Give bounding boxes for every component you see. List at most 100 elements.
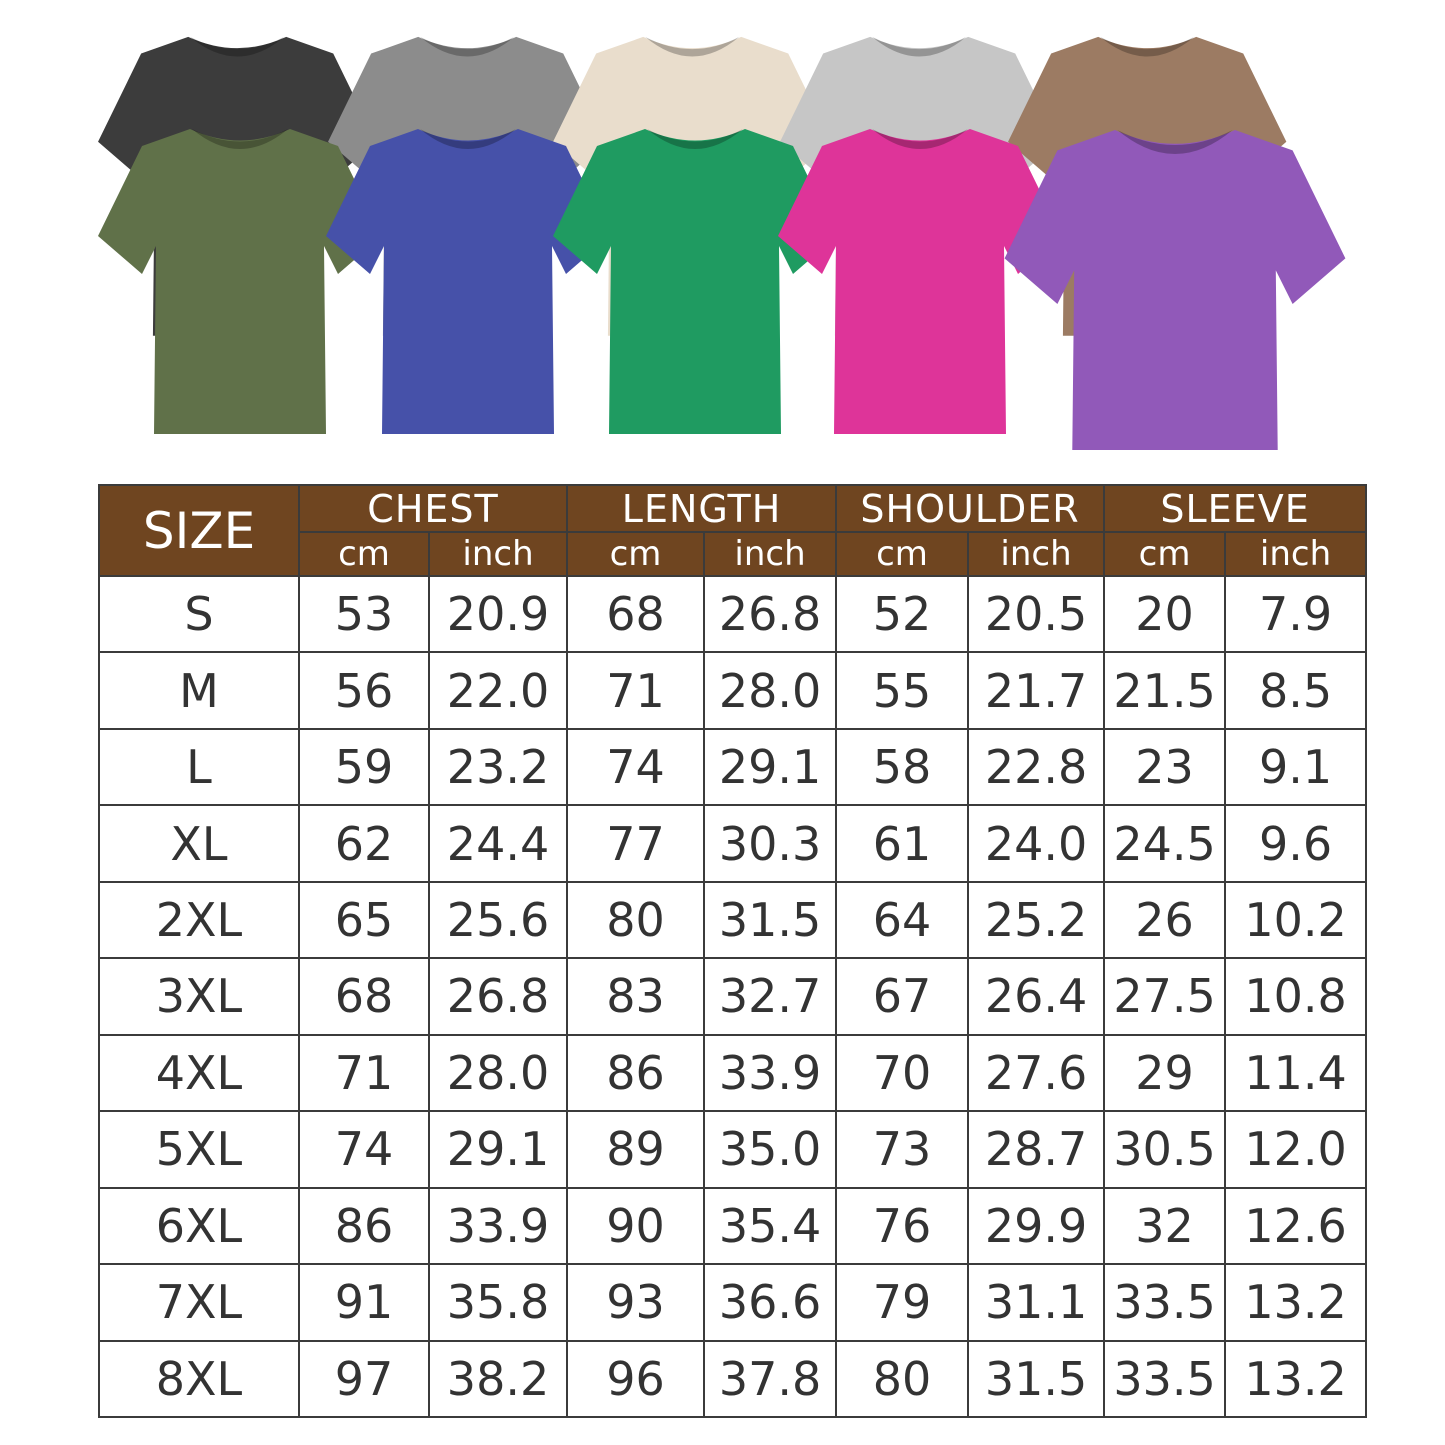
measurement-cell: 26 bbox=[1103, 880, 1227, 960]
measurement-cell: 27.6 bbox=[967, 1033, 1106, 1113]
size-cell: M bbox=[98, 651, 300, 730]
measurement-cell: 67 bbox=[835, 957, 970, 1036]
tshirt-collar bbox=[190, 36, 285, 57]
size-cell: 2XL bbox=[98, 880, 300, 960]
size-cell: 6XL bbox=[98, 1186, 300, 1266]
size-cell: S bbox=[98, 574, 300, 654]
measurement-cell: 22.0 bbox=[427, 651, 569, 730]
measurement-cell: 37.8 bbox=[703, 1339, 838, 1419]
measurement-cell: 23 bbox=[1103, 727, 1227, 807]
measurement-cell: 71 bbox=[298, 1033, 430, 1113]
measurement-cell: 93 bbox=[566, 1263, 706, 1342]
measurement-cell: 35.0 bbox=[703, 1110, 838, 1189]
measurement-cell: 20.9 bbox=[427, 574, 569, 654]
measurement-cell: 68 bbox=[566, 574, 706, 654]
measurement-cell: 62 bbox=[298, 804, 430, 883]
measurement-cell: 86 bbox=[566, 1033, 706, 1113]
measurement-cell: 36.6 bbox=[703, 1263, 838, 1342]
measurement-cell: 10.8 bbox=[1224, 957, 1368, 1036]
header-row-units: cm inch cm inch cm inch cm inch bbox=[99, 531, 1368, 577]
measurement-cell: 56 bbox=[298, 651, 430, 730]
measurement-cell: 33.5 bbox=[1103, 1263, 1227, 1342]
unit-cm: cm bbox=[566, 531, 706, 577]
tshirt-collar bbox=[872, 36, 967, 57]
measurement-cell: 79 bbox=[835, 1263, 970, 1342]
tshirt-green bbox=[553, 129, 837, 434]
table-row: M 56 22.0 71 28.0 55 21.7 21.5 8.5 bbox=[98, 651, 1368, 730]
size-cell: 3XL bbox=[98, 957, 300, 1036]
size-cell: 4XL bbox=[98, 1033, 300, 1113]
measurement-cell: 28.0 bbox=[703, 651, 838, 730]
measurement-cell: 33.9 bbox=[427, 1186, 569, 1266]
header-shoulder: SHOULDER bbox=[835, 484, 1106, 533]
measurement-cell: 33.9 bbox=[703, 1033, 838, 1113]
table-row: 7XL 91 35.8 93 36.6 79 31.1 33.5 13.2 bbox=[98, 1263, 1368, 1342]
measurement-cell: 90 bbox=[566, 1186, 706, 1266]
measurement-cell: 97 bbox=[298, 1339, 430, 1419]
table-row: 4XL 71 28.0 86 33.9 70 27.6 29 11.4 bbox=[98, 1033, 1368, 1113]
measurement-cell: 64 bbox=[835, 880, 970, 960]
header-sleeve: SLEEVE bbox=[1103, 484, 1368, 533]
measurement-cell: 59 bbox=[298, 727, 430, 807]
measurement-cell: 55 bbox=[835, 651, 970, 730]
tshirt-purple bbox=[1004, 130, 1346, 450]
measurement-cell: 71 bbox=[566, 651, 706, 730]
size-cell: L bbox=[98, 727, 300, 807]
measurement-cell: 27.5 bbox=[1103, 957, 1227, 1036]
measurement-cell: 32 bbox=[1103, 1186, 1227, 1266]
measurement-cell: 28.0 bbox=[427, 1033, 569, 1113]
size-cell: 7XL bbox=[98, 1263, 300, 1342]
tshirt-collar bbox=[872, 129, 968, 149]
table-row: 6XL 86 33.9 90 35.4 76 29.9 32 12.6 bbox=[98, 1186, 1368, 1266]
measurement-cell: 24.5 bbox=[1103, 804, 1227, 883]
size-cell: 5XL bbox=[98, 1110, 300, 1189]
table-row: XL 62 24.4 77 30.3 61 24.0 24.5 9.6 bbox=[98, 804, 1368, 883]
measurement-cell: 70 bbox=[835, 1033, 970, 1113]
header-chest: CHEST bbox=[297, 484, 569, 533]
measurement-cell: 7.9 bbox=[1224, 574, 1368, 654]
measurement-cell: 29.1 bbox=[703, 727, 838, 807]
unit-cm: cm bbox=[1103, 531, 1227, 577]
measurement-cell: 29 bbox=[1103, 1033, 1227, 1113]
unit-cm: cm bbox=[835, 531, 970, 577]
measurement-cell: 77 bbox=[566, 804, 706, 883]
measurement-cell: 20 bbox=[1103, 574, 1227, 654]
measurement-cell: 12.6 bbox=[1224, 1186, 1368, 1266]
table-row: 5XL 74 29.1 89 35.0 73 28.7 30.5 12.0 bbox=[98, 1110, 1368, 1189]
measurement-cell: 10.2 bbox=[1224, 880, 1368, 960]
measurement-cell: 35.8 bbox=[427, 1263, 569, 1342]
measurement-cell: 76 bbox=[835, 1186, 970, 1266]
tshirt-body bbox=[553, 129, 837, 434]
header-length: LENGTH bbox=[566, 484, 838, 533]
unit-inch: inch bbox=[703, 531, 838, 577]
tshirt-body bbox=[778, 129, 1062, 434]
measurement-cell: 26.8 bbox=[703, 574, 838, 654]
measurement-cell: 73 bbox=[835, 1110, 970, 1189]
measurement-cell: 96 bbox=[566, 1339, 706, 1419]
measurement-cell: 12.0 bbox=[1224, 1110, 1368, 1189]
measurement-cell: 35.4 bbox=[703, 1186, 838, 1266]
tshirt-collar bbox=[1117, 130, 1233, 154]
tshirt-collar bbox=[420, 36, 515, 57]
measurement-cell: 31.5 bbox=[967, 1339, 1106, 1419]
measurement-cell: 13.2 bbox=[1224, 1263, 1368, 1342]
measurement-cell: 9.1 bbox=[1224, 727, 1368, 807]
table-row: 8XL 97 38.2 96 37.8 80 31.5 33.5 13.2 bbox=[98, 1339, 1368, 1419]
tshirt-collar bbox=[1100, 36, 1195, 57]
unit-inch: inch bbox=[427, 531, 569, 577]
unit-inch: inch bbox=[1224, 531, 1368, 577]
measurement-cell: 38.2 bbox=[427, 1339, 569, 1419]
measurement-cell: 25.2 bbox=[967, 880, 1106, 960]
size-cell: XL bbox=[98, 804, 300, 883]
measurement-cell: 32.7 bbox=[703, 957, 838, 1036]
measurement-cell: 80 bbox=[566, 880, 706, 960]
tshirt-collar bbox=[647, 129, 743, 149]
measurement-cell: 33.5 bbox=[1103, 1339, 1227, 1419]
measurement-cell: 25.6 bbox=[427, 880, 569, 960]
measurement-cell: 8.5 bbox=[1224, 651, 1368, 730]
measurement-cell: 11.4 bbox=[1224, 1033, 1368, 1113]
measurement-cell: 30.3 bbox=[703, 804, 838, 883]
tshirt-pink bbox=[778, 129, 1062, 434]
measurement-cell: 61 bbox=[835, 804, 970, 883]
tshirt-collar bbox=[192, 129, 288, 149]
